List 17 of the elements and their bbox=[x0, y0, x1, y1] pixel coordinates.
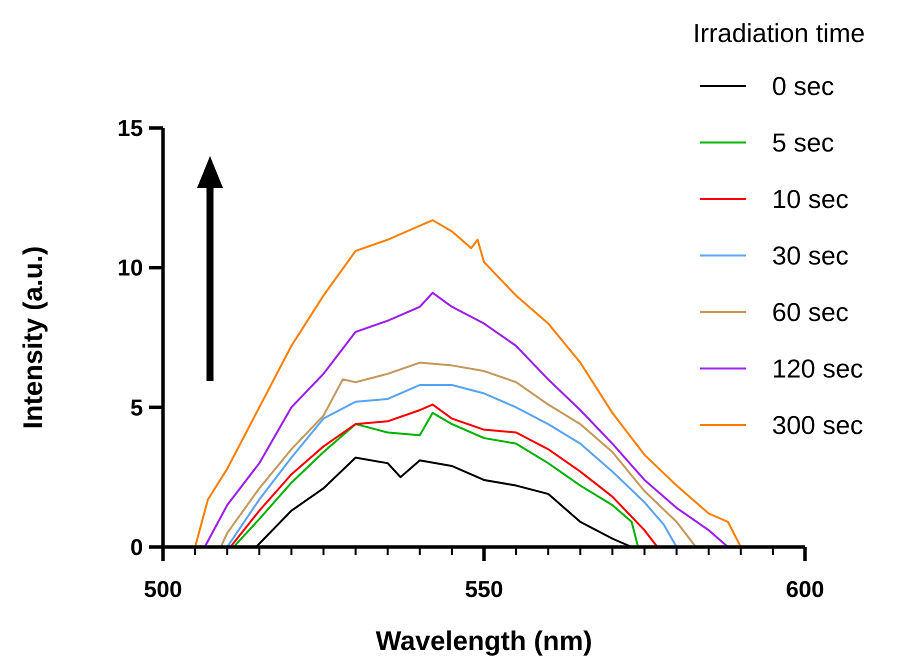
legend-label: 60 sec bbox=[772, 297, 849, 328]
y-tick-label: 10 bbox=[117, 254, 143, 281]
y-tick-label: 15 bbox=[117, 115, 144, 142]
y-tick-label: 0 bbox=[130, 534, 143, 560]
x-tick-label: 500 bbox=[144, 576, 182, 602]
legend-label: 30 sec bbox=[772, 240, 849, 271]
legend-label: 10 sec bbox=[772, 184, 849, 214]
legend-label: 0 sec bbox=[772, 71, 834, 102]
legend-label: 300 sec bbox=[772, 410, 864, 440]
x-tick-label: 550 bbox=[464, 576, 504, 602]
y-tick-label: 5 bbox=[130, 394, 144, 420]
x-axis-title: Wavelength (nm) bbox=[376, 626, 592, 656]
x-tick-label: 600 bbox=[786, 576, 824, 602]
legend-label: 120 sec bbox=[772, 354, 864, 384]
y-axis-title: Intensity (a.u.) bbox=[18, 246, 48, 430]
legend-title: Irradiation time bbox=[693, 18, 865, 48]
legend-label: 5 sec bbox=[772, 128, 834, 158]
